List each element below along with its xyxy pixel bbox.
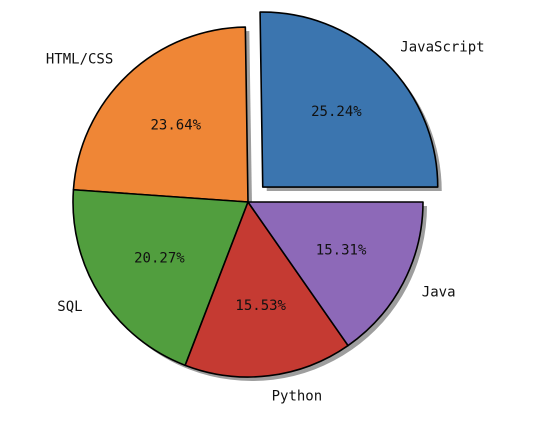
category-label-sql: SQL bbox=[57, 299, 82, 315]
category-label-java: Java bbox=[422, 285, 456, 301]
category-labels: JavaScript HTML/CSS SQL Python Java bbox=[46, 39, 485, 404]
pie-slices bbox=[72, 11, 439, 378]
category-label-python: Python bbox=[272, 389, 323, 405]
pie-slice-javascript bbox=[259, 11, 439, 188]
category-label-html-css: HTML/CSS bbox=[46, 52, 113, 68]
percent-labels: 25.24% 23.64% 20.27% 15.53% 15.31% bbox=[134, 104, 367, 314]
category-label-javascript: JavaScript bbox=[400, 39, 484, 55]
pie-slice-java bbox=[247, 201, 424, 347]
pie-slice-sql bbox=[72, 188, 249, 367]
pie-slice-html-css bbox=[72, 26, 249, 203]
pie-slice-python bbox=[184, 201, 349, 378]
percent-label-java: 15.31% bbox=[316, 243, 367, 259]
percent-label-sql: 20.27% bbox=[134, 250, 185, 266]
percent-label-python: 15.53% bbox=[235, 298, 286, 314]
percent-label-html-css: 23.64% bbox=[151, 118, 202, 134]
percent-label-javascript: 25.24% bbox=[311, 104, 362, 120]
